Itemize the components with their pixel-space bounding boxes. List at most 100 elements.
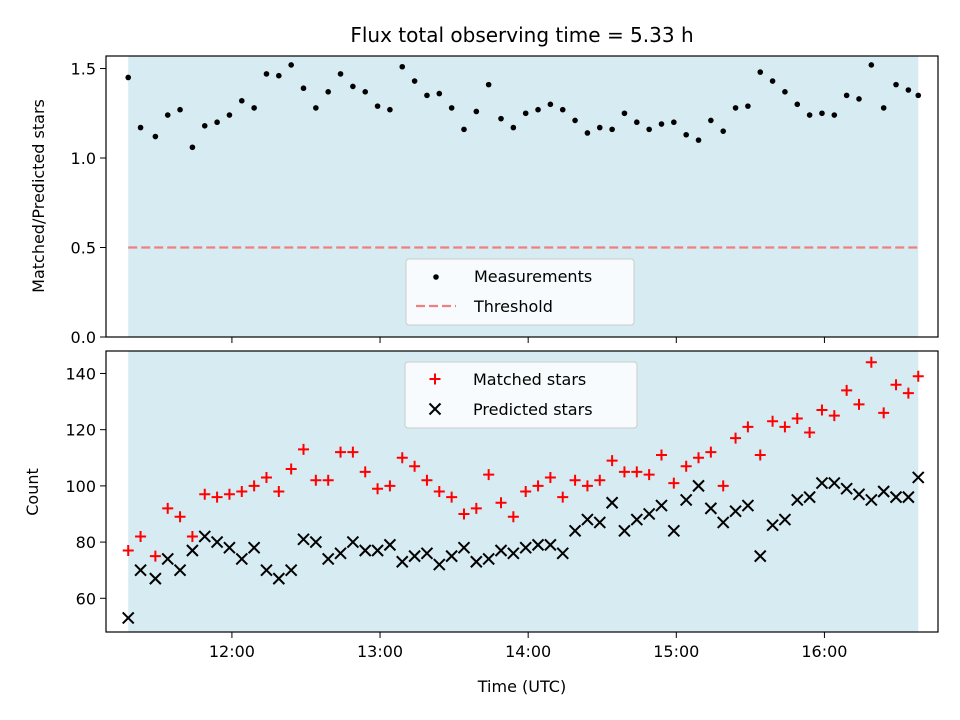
matched-star-point	[631, 466, 643, 478]
count-panel: 60 80 100 120 140 12:00 13:00 14:00 15:00 16:00 Ma…	[65, 350, 939, 661]
matched-star-point	[816, 404, 828, 416]
measurement-point	[831, 112, 838, 118]
predicted-star-point	[840, 482, 853, 495]
predicted-star-point	[457, 541, 471, 554]
predicted-star-point	[605, 496, 619, 509]
matched-star-point	[655, 449, 667, 461]
matched-star-point	[865, 356, 877, 368]
matched-star-point	[791, 412, 803, 424]
measurement-point	[547, 101, 554, 108]
predicted-star-point	[420, 547, 434, 560]
matched-star-point	[557, 491, 569, 503]
measurement-point	[226, 112, 233, 118]
measurement-point	[288, 62, 294, 68]
legend: Matched stars Predicted stars	[404, 361, 638, 429]
matched-star-point	[162, 502, 174, 514]
x-axis-label: Time (UTC)	[477, 677, 566, 696]
measurement-point	[609, 126, 615, 133]
measurement-point	[572, 117, 578, 124]
matched-star-point	[322, 474, 334, 486]
plot-frame	[105, 55, 939, 338]
predicted-star-point	[679, 493, 693, 507]
matched-star-point	[285, 463, 297, 475]
matched-star-point	[890, 379, 902, 391]
matched-star-point	[223, 488, 235, 500]
measurement-point	[276, 72, 282, 79]
measurement-point	[658, 121, 665, 127]
measurement-point	[559, 106, 566, 113]
matched-star-point	[717, 480, 729, 492]
measurement-point	[189, 144, 196, 151]
predicted-star-point	[754, 549, 767, 563]
top-y-axis-label: Matched/Predicted stars	[29, 99, 48, 293]
matched-star-point	[260, 471, 272, 483]
measurement-point	[313, 105, 319, 111]
matched-star-point	[680, 460, 692, 472]
measurement-point	[473, 108, 480, 115]
legend-measurement-swatch	[433, 274, 439, 280]
x-tick-label: 14:00	[505, 642, 551, 661]
predicted-star-point	[346, 535, 360, 549]
predicted-star-point	[568, 524, 582, 538]
matched-star-point	[828, 410, 840, 422]
predicted-star-point	[865, 493, 878, 507]
matched-star-point	[174, 511, 186, 523]
predicted-star-point	[371, 544, 384, 557]
x-tick-label: 16:00	[801, 642, 847, 661]
x-tick-label: 12:00	[209, 642, 255, 661]
measurement-point	[757, 69, 764, 75]
matched-star-point	[310, 474, 322, 486]
matched-star-point	[199, 488, 211, 500]
matched-star-point	[248, 480, 260, 492]
legend-matched-swatch	[429, 373, 441, 385]
measurement-point	[263, 71, 270, 77]
matched-star-point	[804, 426, 816, 438]
measurement-point	[300, 85, 307, 92]
predicted-star-point	[198, 530, 211, 543]
predicted-star-point	[912, 471, 925, 484]
predicted-star-point	[852, 488, 866, 501]
matched-star-point	[507, 511, 519, 523]
predicted-star-point	[309, 535, 323, 549]
y-tick-label: 1.0	[71, 149, 96, 168]
x-tick-label: 15:00	[653, 642, 699, 661]
predicted-star-point	[445, 549, 458, 563]
measurement-point	[177, 106, 183, 113]
bottom-y-axis-label: Count	[23, 468, 42, 516]
matched-star-point	[396, 452, 408, 464]
matched-star-point	[421, 474, 433, 486]
measurement-point	[535, 106, 541, 113]
measurement-point	[498, 115, 504, 122]
predicted-star-point	[741, 499, 755, 512]
predicted-star-point	[828, 476, 841, 490]
measurement-point	[362, 88, 369, 95]
matched-star-point	[668, 477, 680, 489]
predicted-star-point	[766, 519, 779, 532]
predicted-star-point	[507, 547, 520, 560]
predicted-star-point	[519, 541, 532, 554]
matched-star-point	[742, 421, 754, 433]
matched-star-point	[754, 449, 766, 461]
predicted-star-point	[667, 524, 681, 538]
measurement-point	[461, 126, 467, 133]
matched-star-point	[878, 407, 890, 419]
x-tick-label: 13:00	[357, 642, 403, 661]
measurement-point	[350, 83, 356, 90]
measurement-point	[325, 88, 331, 95]
measurement-point	[164, 112, 171, 118]
matched-star-point	[186, 530, 198, 542]
predicted-star-point	[359, 544, 372, 557]
matched-star-point	[273, 486, 285, 497]
predicted-star-point	[717, 516, 730, 529]
matched-star-point	[135, 530, 147, 542]
matched-star-point	[581, 480, 593, 492]
predicted-star-point	[235, 552, 248, 566]
measurement-point	[584, 130, 591, 136]
matched-star-point	[853, 398, 865, 410]
matched-star-point	[618, 466, 630, 478]
measurement-point	[868, 62, 875, 68]
predicted-star-point	[334, 547, 347, 560]
chart-title: Flux total observing time = 5.33 h	[350, 23, 693, 47]
predicted-star-point	[470, 555, 483, 568]
